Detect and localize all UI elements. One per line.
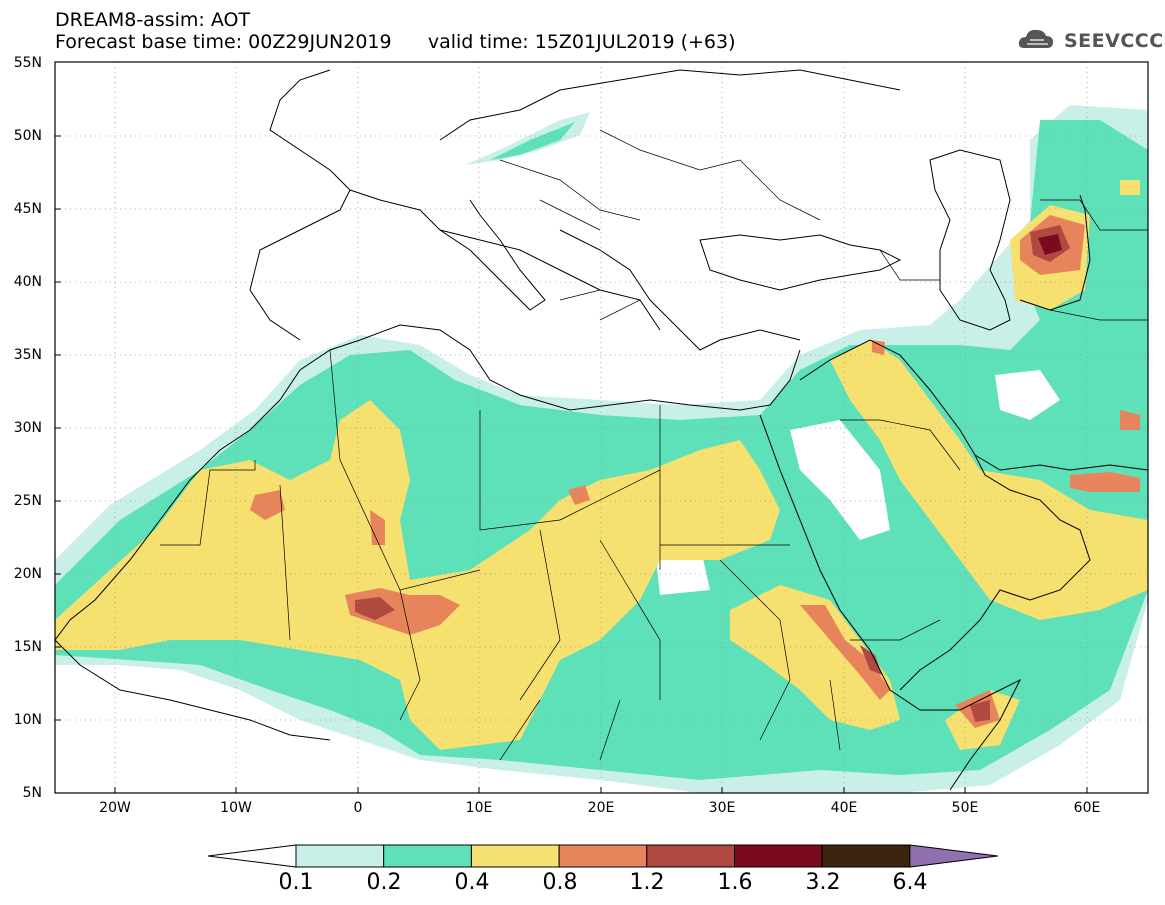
country-borders	[160, 129, 1148, 761]
graticule	[55, 62, 1148, 793]
map-subtitle: Forecast base time: 00Z29JUN2019 valid t…	[55, 31, 736, 53]
lat-label: 55N	[13, 55, 42, 71]
lon-label: 50E	[951, 800, 979, 816]
lon-label: 40E	[830, 800, 858, 816]
logo-text: SEEVCCC	[1064, 30, 1164, 52]
colorbar-label: 1.6	[717, 870, 753, 895]
map-title: DREAM8-assim: AOT	[55, 9, 251, 31]
colorbar-label: 0.1	[278, 870, 314, 895]
lat-label: 50N	[13, 128, 42, 144]
aot-level-1.6	[1038, 234, 1062, 255]
lon-label: 60E	[1073, 800, 1101, 816]
lat-label: 25N	[13, 493, 42, 509]
cloud-logo-icon	[1018, 29, 1053, 48]
lat-label: 15N	[13, 639, 42, 655]
lat-label: 35N	[13, 347, 42, 363]
lat-label: 45N	[13, 201, 42, 217]
colorbar-label: 6.4	[892, 870, 928, 895]
colorbar-label: 3.2	[805, 870, 841, 895]
lat-label: 20N	[13, 566, 42, 582]
lat-label: 5N	[22, 785, 42, 801]
axis-ticks	[55, 135, 1088, 793]
colorbar-label: 1.2	[629, 870, 665, 895]
colorbar-label: 0.8	[542, 870, 578, 895]
colorbar-label: 0.4	[454, 870, 490, 895]
lat-label: 30N	[13, 420, 42, 436]
colorbar-label: 0.2	[366, 870, 402, 895]
lon-label: 10E	[465, 800, 493, 816]
lon-label: 30E	[708, 800, 736, 816]
lon-label: 20W	[99, 800, 131, 816]
lon-label: 20E	[587, 800, 615, 816]
lon-label: 0	[353, 800, 363, 816]
lat-label: 10N	[13, 712, 42, 728]
lat-label: 40N	[13, 274, 42, 290]
lon-label: 10W	[220, 800, 252, 816]
